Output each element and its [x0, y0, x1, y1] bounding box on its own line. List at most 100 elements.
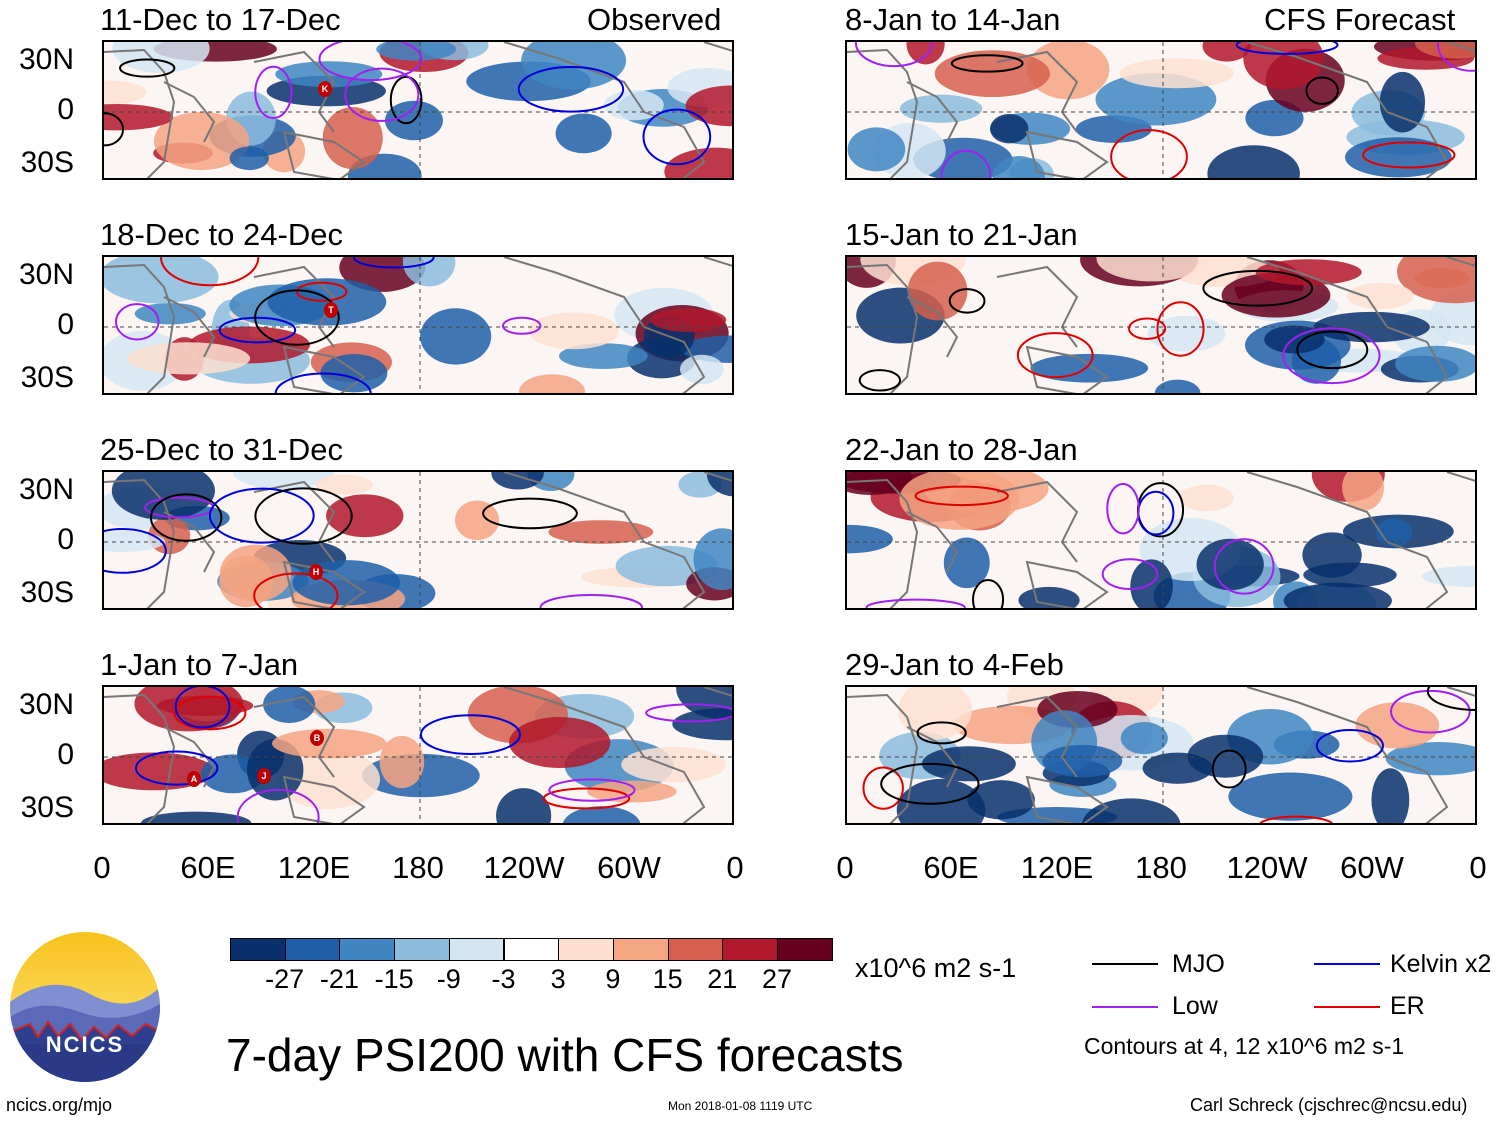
anomaly-blob [153, 111, 250, 171]
storm-marker: J [257, 768, 271, 784]
contour-line [389, 75, 423, 125]
lon-label: 0 [726, 850, 744, 885]
colorbar-label: 27 [761, 964, 793, 994]
contour-line [104, 112, 125, 147]
coastline [163, 726, 216, 788]
panel-title-2: 18-Dec to 24-Dec [100, 217, 343, 252]
coastline [847, 693, 919, 823]
contour-line [114, 303, 160, 341]
anomaly-blob [693, 528, 732, 591]
coastline [703, 42, 732, 52]
contour-line [274, 372, 372, 393]
coastline [282, 560, 366, 608]
anomaly-blob [1342, 472, 1385, 511]
contour-line [344, 67, 420, 122]
map-panel-obs-4 [102, 685, 734, 825]
anomaly-blob [992, 156, 1045, 178]
coastline [1446, 687, 1475, 697]
anomaly-blob [1421, 565, 1475, 588]
contour-line [948, 288, 986, 314]
anomaly-blob [1120, 722, 1168, 755]
colorbar-swatch [612, 938, 669, 961]
coastline [1025, 775, 1109, 823]
colorbar-label: -21 [319, 964, 359, 994]
anomaly-blob [1283, 582, 1392, 608]
anomaly-blob [229, 146, 269, 171]
anomaly-blob [1371, 768, 1410, 823]
map-panel-fcst-3 [845, 470, 1477, 610]
lat-label-30s: 30S [20, 791, 74, 824]
contour-line [1436, 42, 1475, 72]
coastline [104, 48, 176, 178]
contour-line [972, 579, 1005, 608]
anomaly-blob [521, 42, 627, 90]
contour-line [1211, 749, 1247, 789]
colorbar-label: -15 [374, 964, 414, 994]
lat-label-30s: 30S [20, 361, 74, 394]
contour-line [858, 369, 902, 392]
coastline [847, 48, 919, 178]
contour-line [254, 289, 340, 346]
anomaly-blob [315, 474, 374, 495]
colorbar-swatch [394, 938, 450, 961]
colorbar-label: 15 [652, 964, 683, 994]
lon-label: 0 [836, 850, 854, 885]
anomaly-blob [562, 806, 641, 823]
main-title: 7-day PSI200 with CFS forecasts [226, 1029, 904, 1081]
contour-line [104, 528, 167, 574]
anomaly-blob [104, 752, 215, 791]
coastline [847, 263, 919, 393]
legend-line-mjo [1092, 963, 1158, 965]
coastline [643, 756, 706, 823]
panel-title-1: 11-Dec to 17-Dec [100, 2, 341, 37]
anomaly-blob [232, 472, 334, 490]
contour-line [1362, 141, 1456, 169]
anomaly-blob [847, 524, 893, 554]
contour-line [1315, 729, 1384, 763]
coastline [503, 687, 645, 758]
map-panel-obs-1 [102, 40, 734, 180]
storm-marker: B [310, 730, 324, 746]
anomaly-blob [379, 735, 425, 789]
anomaly-blob [587, 780, 677, 803]
forecast-label: CFS Forecast [1264, 2, 1456, 37]
lon-label: 60E [923, 850, 979, 885]
lon-label: 0 [1469, 850, 1487, 885]
map-field [104, 257, 732, 393]
lat-label-0: 0 [57, 93, 74, 126]
lat-label-30n: 30N [18, 43, 74, 76]
anomaly-blob [246, 738, 304, 801]
anomaly-blob [519, 374, 586, 393]
lon-label: 60W [597, 850, 661, 885]
contour-line [501, 316, 542, 335]
anomaly-blob [1355, 702, 1440, 749]
anomaly-blob [664, 147, 732, 178]
anomaly-blob [1018, 586, 1080, 608]
anomaly-blob [140, 811, 252, 823]
legend-label-kelvin: Kelvin x2 [1390, 950, 1492, 978]
colorbar-swatch [448, 938, 505, 961]
lat-label-0: 0 [57, 738, 74, 771]
lon-label: 180 [392, 850, 444, 885]
anomaly-blob [1395, 345, 1475, 382]
footer-timestamp: Mon 2018-01-08 1119 UTC [668, 1099, 813, 1113]
anomaly-blob [104, 257, 219, 304]
coastline [906, 296, 959, 358]
anomaly-blob [420, 308, 492, 365]
coastline [1025, 345, 1109, 393]
contour-line [1305, 76, 1339, 105]
contour-line [119, 58, 176, 78]
anomaly-blob [934, 50, 1050, 98]
contour-line [880, 762, 980, 805]
coastline [703, 472, 732, 482]
lon-label: 120W [1226, 850, 1308, 885]
legend-line-er [1314, 1006, 1380, 1008]
anomaly-blob [548, 520, 654, 544]
anomaly-blob [1179, 484, 1234, 512]
contour-line [149, 493, 223, 542]
anomaly-blob [496, 788, 552, 823]
footer-url[interactable]: ncics.org/mjo [6, 1095, 113, 1115]
coastline [1386, 541, 1449, 608]
colorbar-label: -3 [491, 964, 516, 994]
anomaly-blob [899, 472, 1020, 530]
